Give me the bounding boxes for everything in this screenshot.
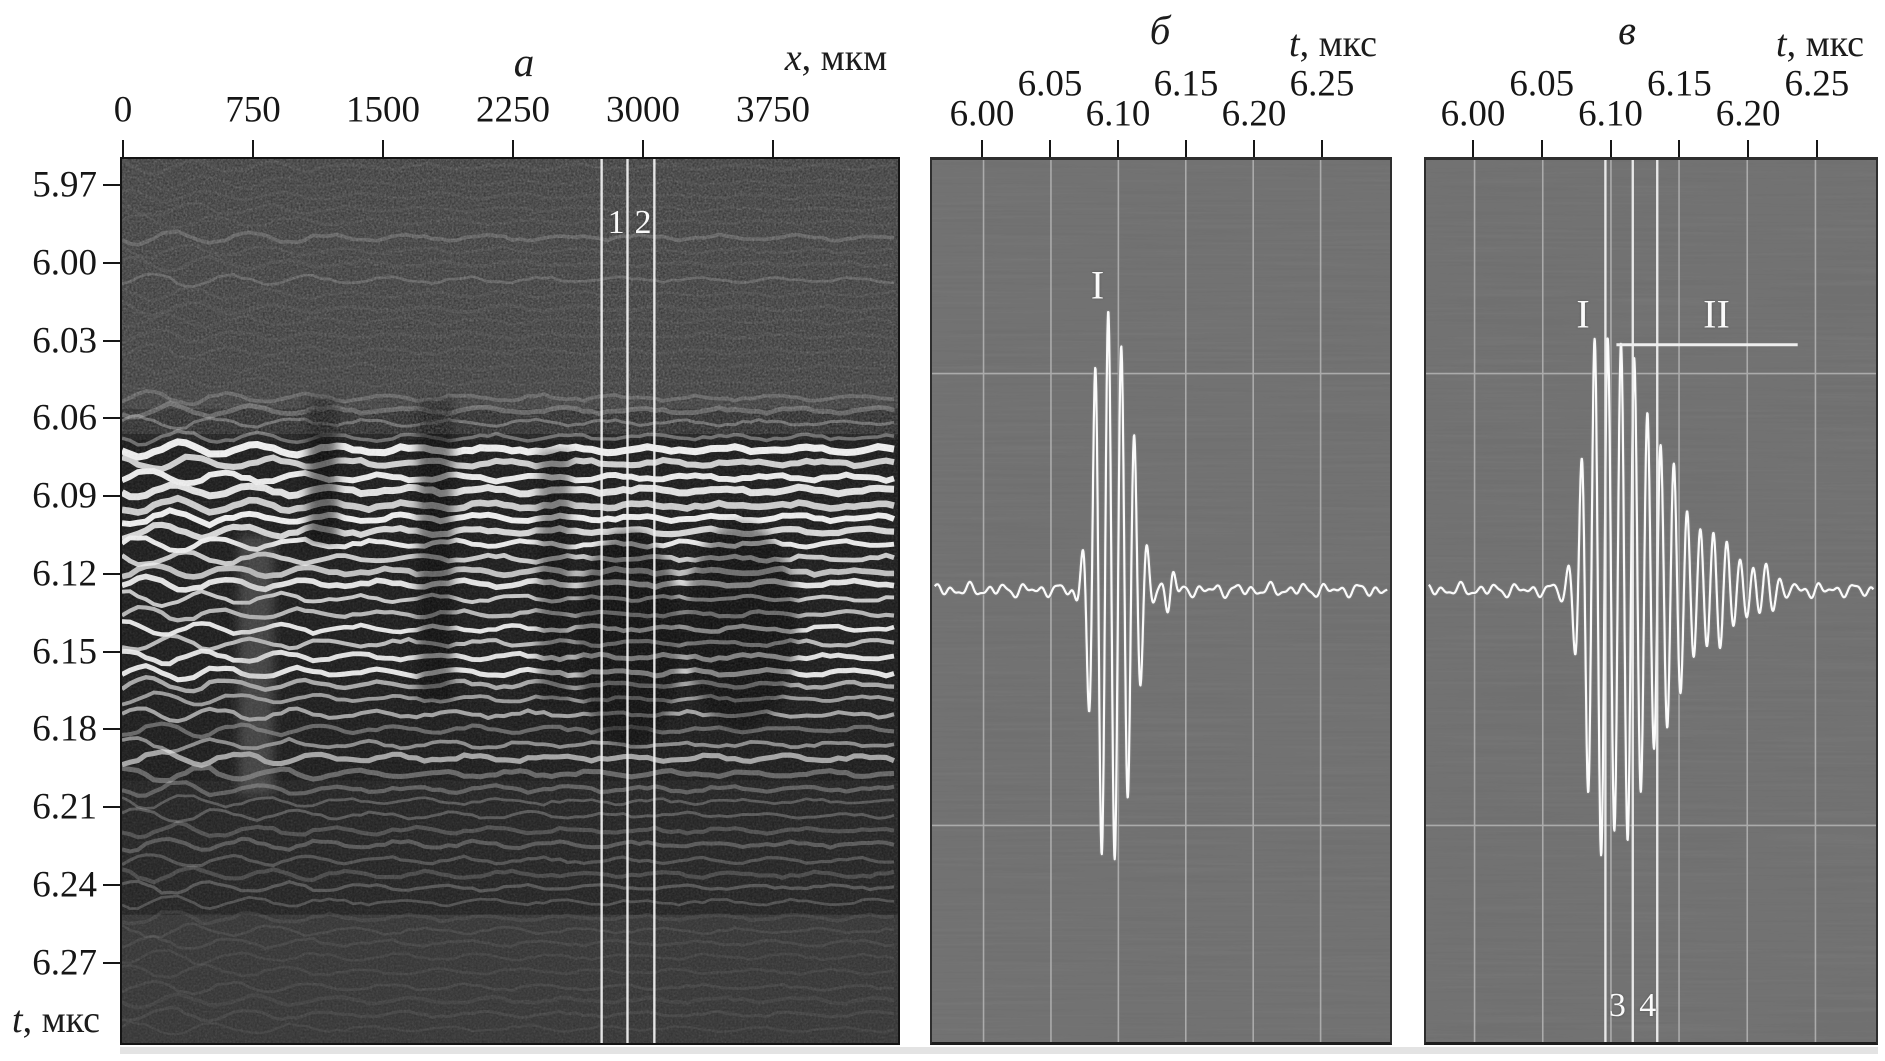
x-axis-tick: [771, 140, 774, 157]
signal-label-I: I: [1576, 291, 1590, 337]
t-axis-tick-label: 6.06: [32, 397, 97, 439]
t-axis-tick-label: 6.20: [1715, 93, 1781, 135]
panel-b-title: б: [1149, 7, 1171, 53]
panel-b-t-axis-label: t, мкс: [1289, 22, 1377, 66]
t-axis-tick: [1678, 140, 1681, 157]
marker-label-4: 4: [1639, 987, 1657, 1024]
waveform-v: [1426, 160, 1876, 1042]
t-axis-tick: [1252, 140, 1255, 157]
panel-v-waveform: [1424, 157, 1878, 1045]
t-axis-tick: [103, 261, 120, 264]
t-axis-tick: [980, 140, 983, 157]
t-axis-tick-label: 6.25: [1784, 63, 1850, 105]
t-axis-variable: t: [12, 999, 23, 1041]
x-axis-tick-label: 1500: [345, 89, 420, 131]
t-axis-tick: [1320, 140, 1323, 157]
t-axis-tick: [1747, 140, 1750, 157]
x-axis-unit: , мкм: [801, 37, 888, 79]
panel-a-title: а: [513, 39, 535, 85]
t-axis-tick-label: 6.12: [32, 553, 97, 595]
panel-a-bscan: [120, 157, 900, 1045]
t-axis-tick: [1116, 140, 1119, 157]
panel-a-t-axis-label: t, мкс: [12, 998, 100, 1042]
x-axis-tick: [381, 140, 384, 157]
t-axis-variable: t: [1289, 23, 1300, 65]
t-axis-tick-label: 6.25: [1289, 63, 1355, 105]
t-axis-tick: [103, 417, 120, 420]
x-axis-tick: [122, 140, 124, 157]
t-axis-tick-label: 6.15: [1646, 63, 1712, 105]
t-axis-tick-label: 6.21: [32, 786, 97, 828]
t-axis-tick: [1609, 140, 1612, 157]
x-axis-tick: [251, 140, 254, 157]
t-axis-tick-label: 6.09: [32, 475, 97, 517]
t-axis-tick: [103, 961, 120, 964]
x-axis-tick: [641, 140, 644, 157]
t-axis-tick-label: 6.00: [32, 242, 97, 284]
panel-b-waveform: [930, 157, 1392, 1045]
t-axis-tick: [1471, 140, 1474, 157]
t-axis-tick: [1048, 140, 1051, 157]
scan-shadow-strip: [120, 1047, 1878, 1054]
waveform-b: [932, 160, 1390, 1042]
t-axis-tick-label: 6.27: [32, 942, 97, 984]
marker-label-2: 2: [634, 204, 652, 241]
t-axis-tick-label: 6.15: [32, 631, 97, 673]
t-axis-tick: [1815, 140, 1818, 157]
x-axis-tick-label: 750: [225, 89, 281, 131]
t-axis-tick-label: 6.24: [32, 864, 97, 906]
t-axis-tick: [103, 728, 120, 731]
t-axis-tick-label: 6.00: [1440, 93, 1506, 135]
t-axis-unit: , мкс: [1786, 23, 1864, 65]
t-axis-unit: , мкс: [22, 999, 100, 1041]
t-axis-tick: [1540, 140, 1543, 157]
t-axis-tick: [103, 339, 120, 342]
t-axis-tick: [103, 650, 120, 653]
marker-label-3: 3: [1608, 987, 1626, 1024]
t-axis-tick-label: 6.10: [1578, 93, 1643, 135]
x-axis-tick-label: 0: [113, 89, 133, 131]
t-axis-tick: [1184, 140, 1187, 157]
t-axis-tick: [103, 806, 120, 809]
panel-a-x-axis-label: x, мкм: [785, 36, 887, 80]
t-axis-tick-label: 6.00: [949, 93, 1015, 135]
x-axis-tick: [511, 140, 514, 157]
marker-label-1: 1: [607, 204, 625, 241]
t-axis-tick-label: 6.05: [1017, 63, 1083, 105]
t-axis-unit: , мкс: [1299, 23, 1377, 65]
t-axis-tick: [103, 495, 120, 498]
t-axis-tick-label: 6.20: [1221, 93, 1287, 135]
t-axis-tick-label: 6.03: [32, 320, 97, 362]
x-axis-tick-label: 3000: [605, 89, 680, 131]
t-axis-tick: [103, 884, 120, 887]
t-axis-tick-label: 6.10: [1085, 93, 1151, 135]
bscan-image: [122, 159, 898, 1043]
t-axis-tick: [103, 184, 120, 186]
panel-v-t-axis-label: t, мкс: [1776, 22, 1864, 66]
t-axis-tick-label: 6.18: [32, 708, 97, 750]
signal-label-I: I: [1090, 262, 1105, 308]
t-axis-tick-label: 6.15: [1153, 63, 1219, 105]
x-axis-tick-label: 3750: [735, 89, 810, 131]
t-axis-tick-label: 5.97: [32, 164, 97, 206]
t-axis-variable: t: [1776, 23, 1787, 65]
signal-label-II: II: [1703, 291, 1730, 337]
t-axis-tick-label: 6.05: [1509, 63, 1575, 105]
x-axis-tick-label: 2250: [475, 89, 550, 131]
x-axis-variable: x: [784, 37, 802, 79]
panel-v-title: в: [1618, 7, 1636, 53]
t-axis-tick: [103, 572, 120, 575]
